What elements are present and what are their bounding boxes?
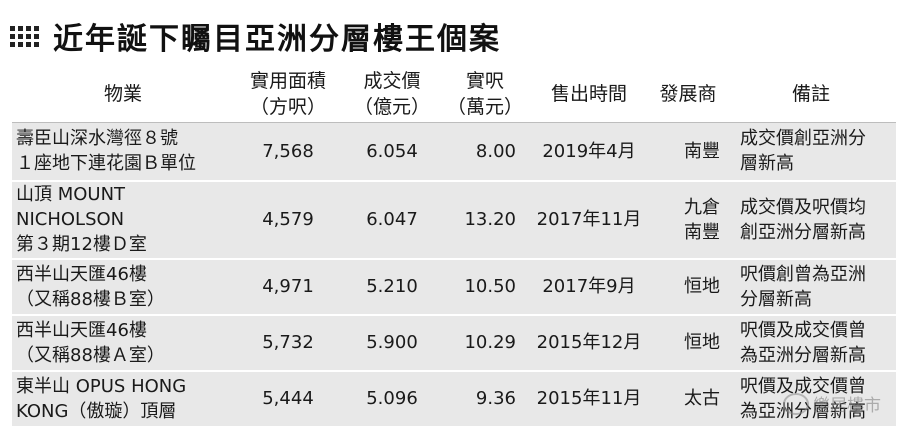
cell-psf: 9.36 [442,370,528,428]
cell-area: 4,971 [234,258,342,316]
table-row: 西半山天匯46樓 （又稱88樓Ｂ室） 4,971 5.210 10.50 2017… [12,258,896,316]
cell-psf: 10.29 [442,314,528,372]
cell-remarks: 成交價創亞洲分 層新高 [726,122,896,182]
cell-psf: 13.20 [442,180,528,260]
cell-property: 壽臣山深水灣徑８號 １座地下連花園Ｂ單位 [12,122,234,182]
cell-price: 5.096 [342,370,442,428]
page-title: 近年誕下矚目亞洲分層樓王個案 [53,22,501,57]
cell-price: 6.054 [342,122,442,182]
cell-remarks: 呎價創曾為亞洲 分層新高 [726,258,896,316]
cell-date: 2017年11月 [528,180,650,260]
cell-developer: 九倉 南豐 [650,180,726,260]
cell-price: 6.047 [342,180,442,260]
cell-remarks: 呎價及成交價曾 為亞洲分層新高 [726,370,896,428]
header-price: 成交價 （億元） [353,70,430,118]
cell-date: 2015年12月 [528,314,650,372]
cell-remarks: 呎價及成交價曾 為亞洲分層新高 [726,314,896,372]
cell-area: 4,579 [234,180,342,260]
cell-date: 2017年9月 [528,258,650,316]
table-row: 壽臣山深水灣徑８號 １座地下連花園Ｂ單位 7,568 6.054 8.00 201… [12,122,896,182]
header-row: 物業 實用面積 （方呎） 成交價 （億元） 實呎 （萬元） 售出時間 發展商 備註 [12,66,896,123]
cell-price: 5.900 [342,314,442,372]
cell-property: 東半山 OPUS HONG KONG（傲璇）頂層 [12,370,234,428]
header-remarks: 備註 [791,83,830,105]
title-bar: 近年誕下矚目亞洲分層樓王個案 [10,14,501,58]
cell-developer: 恒地 [650,258,726,316]
cell-property: 西半山天匯46樓 （又稱88樓Ｂ室） [12,258,234,316]
cell-price: 5.210 [342,258,442,316]
header-property: 物業 [103,83,142,105]
table-row: 山頂 MOUNT NICHOLSON 第３期12樓Ｄ室 4,579 6.047 13… [12,180,896,260]
dot-grid-icon [10,25,39,47]
cell-property: 山頂 MOUNT NICHOLSON 第３期12樓Ｄ室 [12,180,234,260]
cell-developer: 南豐 [650,122,726,182]
cell-date: 2019年4月 [528,122,650,182]
records-table: 物業 實用面積 （方呎） 成交價 （億元） 實呎 （萬元） 售出時間 發展商 備註 壽… [12,66,896,428]
cell-developer: 恒地 [650,314,726,372]
cell-area: 5,732 [234,314,342,372]
table-row: 西半山天匯46樓 （又稱88樓Ａ室） 5,732 5.900 10.29 2015… [12,314,896,372]
cell-property: 西半山天匯46樓 （又稱88樓Ａ室） [12,314,234,372]
header-psf: 實呎 （萬元） [446,70,523,118]
cell-area: 5,444 [234,370,342,428]
watermark: 樂居樓市 [783,391,881,416]
cell-developer: 太古 [650,370,726,428]
header-date: 售出時間 [550,83,627,105]
chat-bubble-icon [783,392,809,415]
watermark-text: 樂居樓市 [813,396,881,416]
header-area: 實用面積 （方呎） [249,70,326,118]
cell-area: 7,568 [234,122,342,182]
table-row: 東半山 OPUS HONG KONG（傲璇）頂層 5,444 5.096 9.36… [12,370,896,428]
cell-psf: 8.00 [442,122,528,182]
cell-remarks: 成交價及呎價均 創亞洲分層新高 [726,180,896,260]
cell-date: 2015年11月 [528,370,650,428]
header-developer: 發展商 [659,83,717,105]
cell-psf: 10.50 [442,258,528,316]
